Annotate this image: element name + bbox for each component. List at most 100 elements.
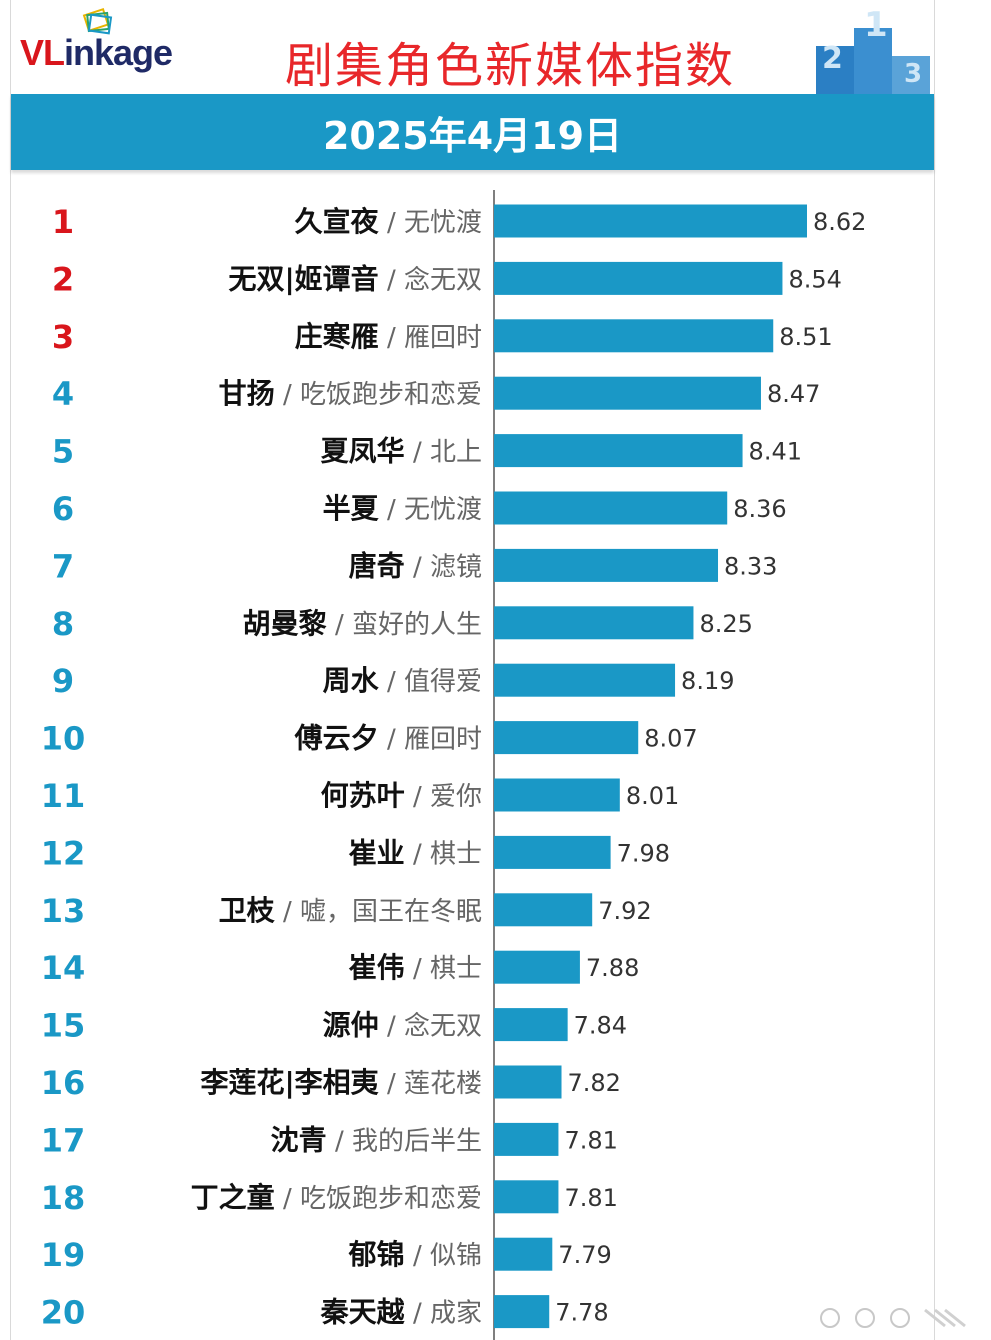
bar-value-label: 8.47 [767,380,820,408]
rank-number: 14 [41,949,86,987]
chart-bar [494,835,611,869]
label-separator: / [275,897,300,927]
row-label: 半夏 / 无忧渡 [323,492,482,525]
label-separator: / [405,839,430,869]
row-label: 胡曼黎 / 蛮好的人生 [243,607,482,640]
show-name: 棋士 [430,839,482,869]
label-separator: / [405,954,430,984]
rank-number: 13 [41,892,86,930]
show-name: 似锦 [430,1241,482,1271]
show-name: 莲花楼 [404,1069,482,1099]
rank-number: 12 [41,834,86,872]
character-name: 甘扬 [219,377,275,410]
label-separator: / [275,380,300,410]
label-separator: / [405,782,430,812]
rank-number: 5 [52,433,74,471]
show-name: 念无双 [404,265,482,295]
label-separator: / [405,438,430,468]
row-label: 夏凤华 / 北上 [321,435,482,468]
rank-number: 3 [52,318,74,356]
show-name: 无忧渡 [404,495,482,525]
label-separator: / [379,495,404,525]
show-name: 北上 [430,438,482,468]
svg-text:2: 2 [822,41,843,76]
bar-value-label: 8.07 [644,725,697,753]
rank-number: 1 [52,203,74,241]
chart-bar [494,319,774,353]
chart-bar [494,778,620,812]
bar-value-label: 7.78 [555,1299,608,1327]
chart-bar [494,893,593,927]
chart-bar [494,1122,559,1156]
label-separator: / [379,1069,404,1099]
chart-bar [494,1180,559,1214]
svg-text:3: 3 [904,59,922,89]
show-name: 滤镜 [430,552,482,582]
rank-number: 2 [52,260,74,298]
bar-value-label: 7.79 [558,1241,611,1269]
rank-number: 8 [52,605,74,643]
label-separator: / [379,725,404,755]
chart-bar [494,204,807,238]
show-name: 值得爱 [404,667,482,697]
show-name: 蛮好的人生 [352,610,482,640]
row-label: 沈青 / 我的后半生 [271,1123,482,1156]
show-name: 我的后半生 [352,1126,482,1156]
rank-number: 17 [41,1121,86,1159]
row-label: 源仲 / 念无双 [323,1009,482,1042]
label-separator: / [275,1184,300,1214]
row-label: 久宣夜 / 无忧渡 [295,205,482,238]
label-separator: / [327,610,352,640]
row-label: 卫枝 / 嘘，国王在冬眠 [219,894,482,927]
label-separator: / [379,265,404,295]
bar-value-label: 7.92 [598,897,651,925]
rank-number: 15 [41,1007,86,1045]
rank-number: 9 [52,662,74,700]
show-name: 吃饭跑步和恋爱 [300,380,482,410]
label-separator: / [405,1241,430,1271]
chart-bar [494,1065,562,1099]
bar-value-label: 8.51 [779,323,832,351]
chart-bar [494,548,719,582]
bar-value-label: 8.25 [699,610,752,638]
chart-bar [494,663,676,697]
character-name: 崔伟 [349,951,405,984]
show-name: 嘘，国王在冬眠 [300,897,482,927]
character-name: 胡曼黎 [243,607,327,640]
chart-bar [494,1237,553,1271]
character-name: 唐奇 [349,549,405,582]
row-label: 傅云夕 / 雁回时 [294,722,482,755]
bar-value-label: 8.19 [681,667,734,695]
row-label: 甘扬 / 吃饭跑步和恋爱 [219,377,482,410]
report-date: 2025年4月19日 [322,113,623,158]
chart-bar [494,950,580,984]
rank-number: 19 [41,1236,86,1274]
bar-value-label: 8.54 [788,265,841,293]
rank-number: 6 [52,490,74,528]
more-options-icon[interactable] [810,1302,985,1334]
label-separator: / [405,1299,430,1329]
show-name: 棋士 [430,954,482,984]
row-label: 崔业 / 棋士 [349,836,482,869]
rank-number: 20 [41,1294,86,1332]
row-label: 郁锦 / 似锦 [348,1238,482,1271]
page-title: 剧集角色新媒体指数 [285,38,736,94]
chart-bar [494,1008,568,1042]
character-name: 崔业 [349,836,405,869]
label-separator: / [379,323,404,353]
bar-value-label: 7.82 [568,1069,621,1097]
bar-value-label: 7.81 [564,1184,617,1212]
rank-number: 16 [41,1064,86,1102]
row-label: 无双|姬谭音 / 念无双 [228,262,482,295]
character-name: 无双|姬谭音 [228,262,378,295]
character-name: 丁之童 [191,1181,275,1214]
label-separator: / [327,1126,352,1156]
show-name: 雁回时 [404,323,482,353]
vlinkage-logo: VLinkage [20,8,220,90]
page-frame [10,0,935,1340]
rank-number: 11 [41,777,86,815]
bar-value-label: 8.33 [724,552,777,580]
character-name: 周水 [323,664,380,697]
character-name: 何苏叶 [321,779,405,812]
